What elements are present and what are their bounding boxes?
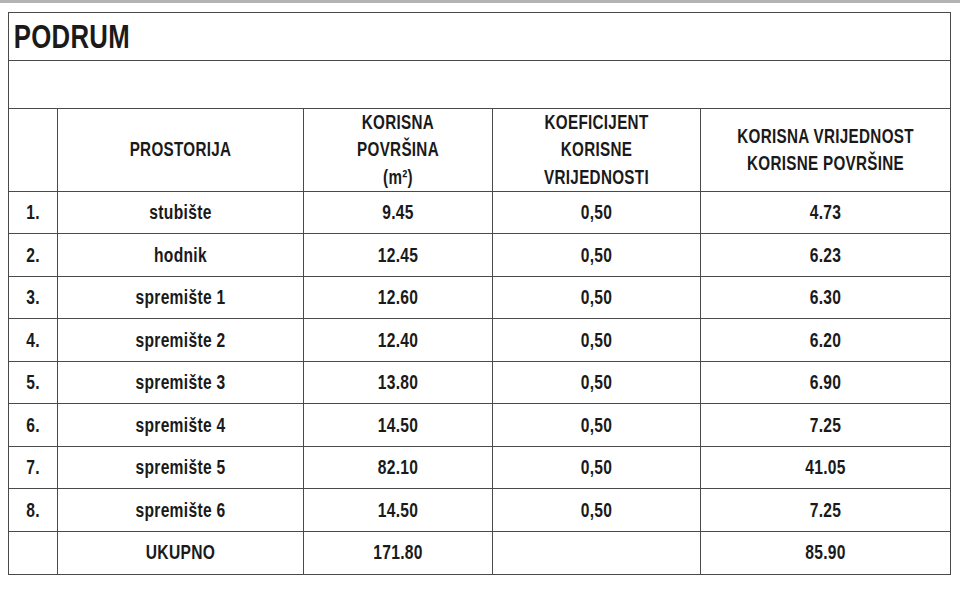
row-number-cell: 8.	[9, 489, 58, 532]
header-cell-number	[9, 109, 58, 192]
spacer-row	[9, 61, 951, 109]
room-name-cell: spremište 1	[58, 276, 304, 319]
total-area-cell: 171.80	[304, 531, 493, 574]
area-cell: 14.50	[304, 489, 493, 532]
value-cell: 4.73	[701, 191, 951, 234]
value-cell: 6.90	[701, 361, 951, 404]
value-cell: 6.20	[701, 319, 951, 362]
page-title: PODRUM	[9, 13, 951, 61]
coefficient-cell: 0,50	[493, 489, 701, 532]
row-number-cell: 7.	[9, 446, 58, 489]
value-cell: 7.25	[701, 404, 951, 447]
area-cell: 12.45	[304, 234, 493, 277]
total-coefficient-cell	[493, 531, 701, 574]
header-cell-korisna-povrsina: KORISNA POVRŠINA (m²)	[304, 109, 493, 192]
value-cell: 6.30	[701, 276, 951, 319]
total-label-cell: UKUPNO	[58, 531, 304, 574]
document-page: PODRUM PROSTORIJA KORISNA POVRŠINA (m²)	[0, 0, 960, 595]
table-row: 6. spremište 4 14.50 0,50 7.25	[9, 404, 951, 447]
row-number-cell: 3.	[9, 276, 58, 319]
room-name-cell: spremište 3	[58, 361, 304, 404]
room-name-cell: spremište 6	[58, 489, 304, 532]
coefficient-cell: 0,50	[493, 191, 701, 234]
spacer-cell	[9, 61, 951, 109]
header-row: PROSTORIJA KORISNA POVRŠINA (m²) KOEFICI…	[9, 109, 951, 192]
value-cell: 6.23	[701, 234, 951, 277]
podrum-area-table: PODRUM PROSTORIJA KORISNA POVRŠINA (m²)	[8, 12, 951, 575]
coefficient-cell: 0,50	[493, 276, 701, 319]
header-cell-prostorija: PROSTORIJA	[58, 109, 304, 192]
area-cell: 12.60	[304, 276, 493, 319]
row-number-cell	[9, 531, 58, 574]
area-cell: 13.80	[304, 361, 493, 404]
header-cell-korisna-vrijednost: KORISNA VRIJEDNOST KORISNE POVRŠINE	[701, 109, 951, 192]
value-cell: 41.05	[701, 446, 951, 489]
row-number-cell: 1.	[9, 191, 58, 234]
coefficient-cell: 0,50	[493, 361, 701, 404]
row-number-cell: 4.	[9, 319, 58, 362]
room-name-cell: spremište 2	[58, 319, 304, 362]
row-number-cell: 5.	[9, 361, 58, 404]
title-row: PODRUM	[9, 13, 951, 61]
coefficient-cell: 0,50	[493, 404, 701, 447]
cropped-edge-line	[0, 0, 960, 3]
total-row: UKUPNO 171.80 85.90	[9, 531, 951, 574]
room-name-cell: spremište 4	[58, 404, 304, 447]
table-row: 3. spremište 1 12.60 0,50 6.30	[9, 276, 951, 319]
area-cell: 82.10	[304, 446, 493, 489]
room-name-cell: spremište 5	[58, 446, 304, 489]
page-title-text: PODRUM	[9, 18, 743, 56]
coefficient-cell: 0,50	[493, 446, 701, 489]
table-row: 2. hodnik 12.45 0,50 6.23	[9, 234, 951, 277]
table-row: 8. spremište 6 14.50 0,50 7.25	[9, 489, 951, 532]
area-cell: 12.40	[304, 319, 493, 362]
header-cell-koeficijent: KOEFICIJENT KORISNE VRIJEDNOSTI	[493, 109, 701, 192]
total-value-cell: 85.90	[701, 531, 951, 574]
table-row: 7. spremište 5 82.10 0,50 41.05	[9, 446, 951, 489]
table-row: 1. stubište 9.45 0,50 4.73	[9, 191, 951, 234]
row-number-cell: 6.	[9, 404, 58, 447]
area-cell: 14.50	[304, 404, 493, 447]
table-row: 4. spremište 2 12.40 0,50 6.20	[9, 319, 951, 362]
coefficient-cell: 0,50	[493, 234, 701, 277]
room-name-cell: hodnik	[58, 234, 304, 277]
table-row: 5. spremište 3 13.80 0,50 6.90	[9, 361, 951, 404]
value-cell: 7.25	[701, 489, 951, 532]
row-number-cell: 2.	[9, 234, 58, 277]
coefficient-cell: 0,50	[493, 319, 701, 362]
room-name-cell: stubište	[58, 191, 304, 234]
area-cell: 9.45	[304, 191, 493, 234]
